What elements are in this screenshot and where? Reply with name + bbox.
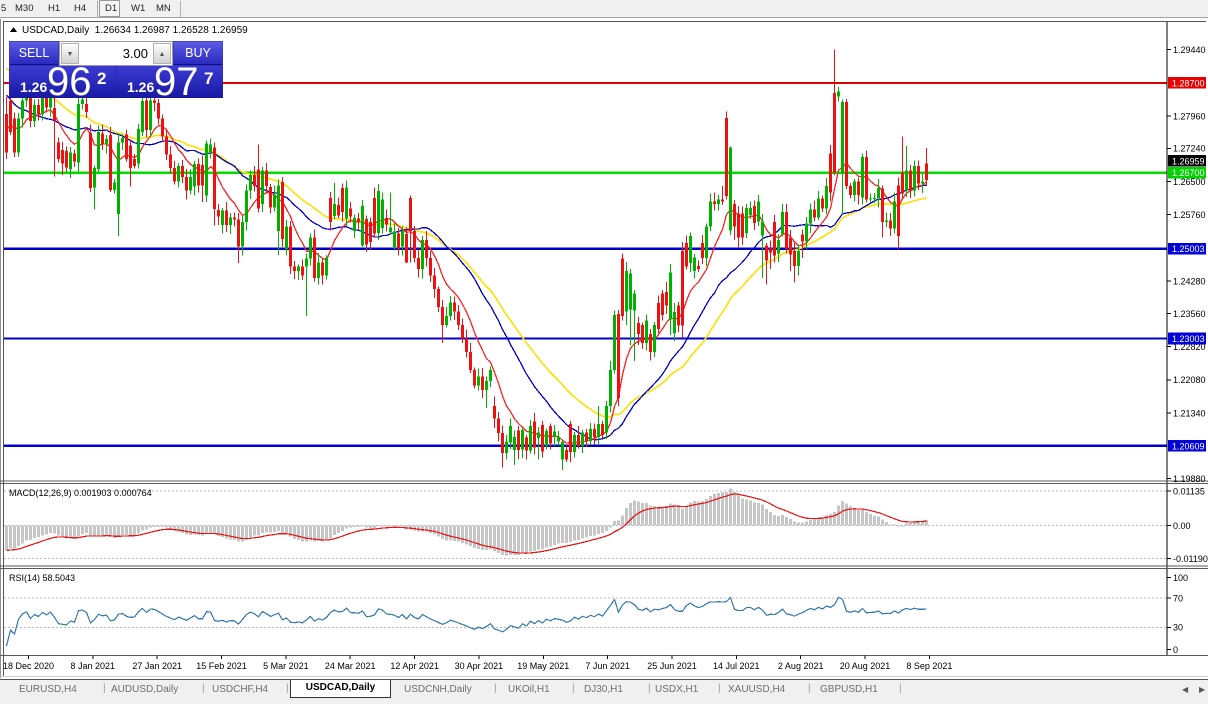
svg-text:-0.01190: -0.01190 [1173,554,1208,564]
svg-text:1.23003: 1.23003 [1172,334,1205,344]
svg-text:24 Mar 2021: 24 Mar 2021 [325,661,376,671]
svg-text:1.22820: 1.22820 [1173,342,1206,352]
svg-text:1.27960: 1.27960 [1173,111,1206,121]
svg-text:RSI(14) 58.5043: RSI(14) 58.5043 [9,573,75,583]
svg-text:12 Apr 2021: 12 Apr 2021 [390,661,439,671]
svg-text:MACD(12,26,9) 0.001903 0.00076: MACD(12,26,9) 0.001903 0.000764 [9,488,152,498]
svg-text:18 Dec 2020: 18 Dec 2020 [3,661,54,671]
svg-text:5 Mar 2021: 5 Mar 2021 [263,661,309,671]
svg-text:1.26500: 1.26500 [1173,177,1206,187]
svg-text:USDCAD,Daily 1.26634 1.26987: USDCAD,Daily 1.26634 1.26987 1.26528 1.2… [22,25,248,36]
svg-text:8 Sep 2021: 8 Sep 2021 [906,661,952,671]
svg-text:1.23560: 1.23560 [1173,309,1206,319]
svg-text:0.00: 0.00 [1173,521,1191,531]
svg-text:27 Jan 2021: 27 Jan 2021 [132,661,182,671]
svg-text:7 Jun 2021: 7 Jun 2021 [585,661,630,671]
svg-text:0: 0 [1173,645,1178,655]
svg-text:1.25760: 1.25760 [1173,210,1206,220]
svg-text:0.01135: 0.01135 [1173,486,1205,496]
svg-text:19 May 2021: 19 May 2021 [517,661,569,671]
svg-text:1.29440: 1.29440 [1173,45,1206,55]
svg-text:1.25003: 1.25003 [1172,244,1205,254]
svg-text:1.21340: 1.21340 [1173,408,1206,418]
svg-text:1.28700: 1.28700 [1172,78,1205,88]
svg-text:30: 30 [1173,623,1183,633]
svg-text:1.26700: 1.26700 [1172,168,1205,178]
svg-text:1.27240: 1.27240 [1173,144,1206,154]
svg-text:20 Aug 2021: 20 Aug 2021 [840,661,891,671]
svg-text:1.22080: 1.22080 [1173,375,1206,385]
svg-text:100: 100 [1173,573,1188,583]
svg-text:2 Aug 2021: 2 Aug 2021 [778,661,824,671]
svg-text:8 Jan 2021: 8 Jan 2021 [71,661,116,671]
svg-text:70: 70 [1173,593,1183,603]
svg-text:25 Jun 2021: 25 Jun 2021 [647,661,697,671]
svg-text:1.20609: 1.20609 [1172,441,1205,451]
svg-text:14 Jul 2021: 14 Jul 2021 [713,661,760,671]
svg-text:1.26959: 1.26959 [1172,156,1205,166]
svg-text:30 Apr 2021: 30 Apr 2021 [455,661,504,671]
svg-text:15 Feb 2021: 15 Feb 2021 [196,661,247,671]
svg-text:1.24280: 1.24280 [1173,277,1206,287]
svg-text:1.19880: 1.19880 [1173,474,1206,484]
